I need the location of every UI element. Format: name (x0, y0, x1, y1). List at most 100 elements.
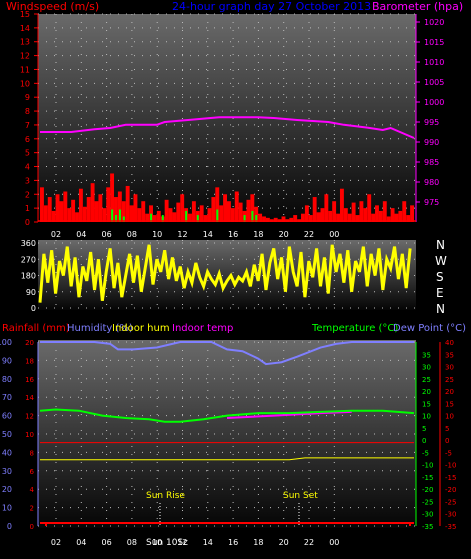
wind-bar (82, 206, 87, 222)
gust-bar (196, 215, 199, 222)
rain-tick-label: 16 (25, 376, 34, 384)
x-tick-label: 08 (127, 230, 137, 239)
wind-y-tick-label: 2 (25, 190, 30, 199)
wind-bar (191, 201, 196, 222)
rain-tick-label: 0 (30, 523, 34, 531)
dew-tick-label: -15 (445, 474, 456, 482)
dew-tick-label: -30 (445, 511, 456, 519)
barometer-tick-label: 985 (424, 158, 439, 167)
barometer-tick-label: 1015 (424, 38, 444, 47)
temp-tick-label: -10 (422, 462, 433, 470)
rain-tick-label: 6 (30, 468, 35, 476)
wind-bar (375, 205, 379, 222)
wind-y-tick-label: 6 (25, 135, 30, 144)
wind-bar (102, 208, 107, 222)
chart-marks (38, 116, 416, 526)
wind-bar (234, 191, 239, 222)
temp-tick-label: 15 (422, 400, 431, 408)
temp-tick-label: 25 (422, 376, 431, 384)
wind-bar (172, 212, 177, 222)
wind-bar (125, 185, 130, 222)
wind-y-tick-label: 12 (20, 52, 30, 61)
gust-bar (111, 209, 114, 222)
wind-y-tick-label: 4 (25, 163, 30, 172)
legend-dew-point: Dew Point (°C) (393, 323, 466, 334)
wind-y-tick-label: 8 (25, 107, 30, 116)
temp-tick-label: 0 (422, 437, 426, 445)
temp-tick-label: 5 (422, 425, 426, 433)
dew-tick-label: -25 (445, 498, 456, 506)
humidity-tick-label: 80 (2, 375, 12, 384)
dew-tick-label: 0 (445, 437, 449, 445)
temp-tick-label: -30 (422, 511, 433, 519)
temp-tick-label: 10 (422, 413, 431, 421)
wind-bar (203, 215, 208, 222)
rain-tick-label: 12 (25, 413, 34, 421)
dew-tick-label: 20 (445, 388, 454, 396)
temp-x-tick-label: 02 (51, 538, 61, 547)
temp-x-tick-label: 06 (102, 538, 112, 547)
wind-bar (351, 202, 356, 222)
wind-bar (51, 210, 56, 222)
wind-bar (86, 197, 91, 222)
compass-n-bottom: N (436, 302, 445, 316)
dew-tick-label: 35 (445, 351, 454, 359)
direction-y-tick-label: 360 (21, 239, 36, 248)
wind-y-tick-label: 10 (20, 79, 30, 88)
rain-tick-label: 2 (30, 505, 34, 513)
humidity-tick-label: 60 (2, 412, 12, 421)
wind-bar (339, 188, 344, 222)
wind-bar (371, 213, 376, 222)
barometer-tick-label: 995 (424, 118, 439, 127)
legend-temperature: Temperature (°C) (311, 323, 398, 334)
humidity-tick-label: 10 (2, 504, 12, 513)
wind-bar (398, 210, 403, 222)
wind-bar (343, 208, 348, 222)
dew-tick-label: -10 (445, 462, 456, 470)
wind-bar (168, 208, 173, 222)
rain-tick-label: 8 (30, 449, 34, 457)
wind-bar (262, 216, 266, 222)
wind-bar (117, 191, 122, 222)
humidity-tick-label: 0 (7, 522, 12, 531)
wind-bar (227, 201, 231, 222)
barometer-tick-label: 975 (424, 198, 439, 207)
wind-bar (43, 205, 48, 222)
temp-x-tick-label: 04 (76, 538, 86, 547)
dew-tick-label: 10 (445, 413, 454, 421)
wind-y-tick-label: 15 (20, 10, 30, 19)
wind-bar (55, 194, 60, 222)
wind-bar (355, 215, 360, 222)
wind-bar (152, 215, 157, 222)
wind-bar (301, 213, 305, 222)
wind-bar (199, 205, 204, 222)
x-tick-label: 22 (304, 230, 314, 239)
x-tick-label: 20 (279, 230, 289, 239)
wind-bar (223, 194, 228, 222)
humidity-line (40, 341, 414, 366)
wind-bar (98, 194, 103, 222)
gust-bar (150, 213, 153, 222)
barometer-tick-label: 1010 (424, 58, 444, 67)
rain-tick-label: 4 (30, 486, 35, 494)
x-tick-label: 18 (253, 230, 263, 239)
temperature-panel (38, 340, 416, 528)
temperature-line (39, 408, 415, 423)
sun-overlap-label: Sun 10Sc (146, 538, 188, 548)
compass-n-top: N (436, 238, 445, 252)
dew-tick-label: 30 (445, 364, 454, 372)
rain-tick-label: 14 (25, 394, 34, 402)
temp-x-tick-label: 20 (279, 538, 289, 547)
gust-bar (185, 210, 188, 222)
wind-bar (164, 199, 169, 222)
dew-tick-label: -5 (445, 449, 452, 457)
wind-bar (59, 201, 64, 222)
temp-tick-label: 35 (422, 351, 431, 359)
humidity-tick-label: 30 (2, 467, 12, 476)
direction-y-tick-label: 270 (21, 255, 36, 264)
wind-bar (188, 213, 192, 222)
temp-tick-label: 20 (422, 388, 431, 396)
wind-y-tick-label: 14 (20, 24, 30, 33)
x-tick-label: 10 (152, 230, 162, 239)
wind-bar (180, 194, 185, 222)
